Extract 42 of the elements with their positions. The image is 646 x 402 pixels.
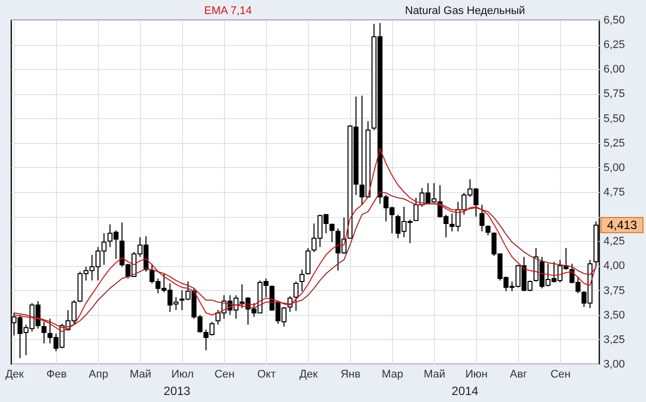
y-tick-label: 6,00 [604,64,625,76]
x-tick-label: Янв [340,368,361,380]
x-tick-label: Июл [171,368,194,380]
line-series [14,148,596,332]
candlestick [486,224,490,236]
candlestick [480,204,484,232]
candlestick [300,269,304,292]
x-tick-label: Мар [382,368,404,380]
candlestick [42,321,46,344]
y-tick-label: 5,00 [604,162,625,174]
candlestick [330,222,334,243]
x-tick-label: Фев [46,368,67,380]
y-tick-label: 3,00 [604,358,625,370]
y-tick-label: 4,25 [604,236,625,248]
y-tick-label: 5,75 [604,88,625,100]
y-tick-label: 3,75 [604,284,625,297]
y-tick-label: 4,75 [604,186,625,198]
candlestick [306,248,310,276]
text: 4,413 [606,218,638,232]
y-tick-label: 6,25 [604,39,625,52]
y-tick-label: 6,50 [604,14,625,26]
x-tick-label: Июн [465,368,488,380]
x-tick-label: Сен [214,368,235,380]
y-tick-label: 5,50 [604,112,625,125]
text: 2013 [164,384,191,398]
y-tick-label: 3,25 [604,334,625,346]
text: 2014 [452,384,479,398]
x-tick-label: Дек [5,368,24,380]
x-tick-label: Авг [510,368,528,380]
x-tick-label: Май [424,368,446,380]
x-tick-label: Апр [88,368,108,380]
candlestick [414,197,418,222]
x-tick-label: Май [130,368,152,380]
candlestick [294,280,298,312]
y-tick-label: 4,00 [604,260,625,272]
chart-title: Natural Gas Недельный [404,5,526,17]
x-tick-label: Дек [299,368,318,380]
chart-subtitle: EMA 7,14 [204,5,252,17]
x-tick-label: Окт [257,368,276,380]
x-tick-label: Сен [550,368,571,380]
y-tick-label: 3,50 [604,309,625,322]
y-tick-label: 5,25 [604,137,625,150]
